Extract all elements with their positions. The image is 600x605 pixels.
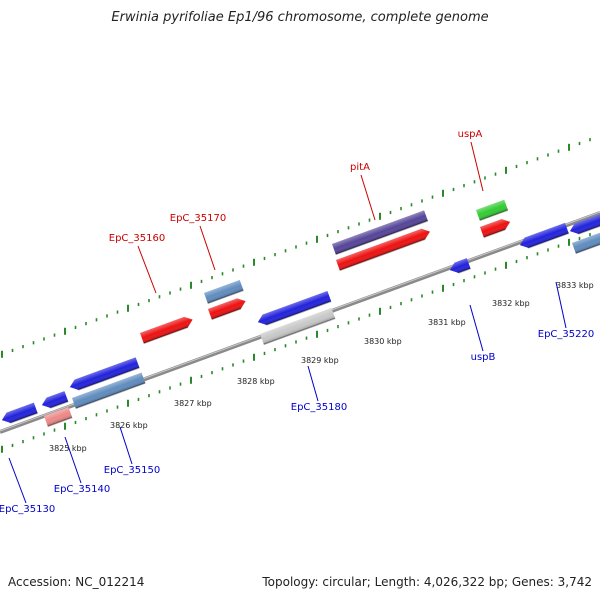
feature-3825-rev-b-edge <box>50 400 69 409</box>
feature-3828-fwd-red-shading <box>208 298 246 320</box>
feature-3831-rev-blue <box>449 258 471 274</box>
feature-3830-fwd-red <box>336 228 430 272</box>
feature-3829-rev-gray-shading <box>260 307 336 345</box>
feature-3825-rev-pink-shading <box>44 407 73 427</box>
gene-label: EpC_35140 <box>54 484 110 495</box>
label-leader-lines <box>8 141 567 504</box>
genome-summary-text: Topology: circular; Length: 4,026,322 bp… <box>262 575 592 589</box>
leader-line <box>470 141 484 192</box>
feature-3825-rev-a-edge <box>10 412 38 424</box>
feature-3826-rev-steel-edge <box>75 382 146 410</box>
gene-label: uspA <box>458 129 483 140</box>
feature-3825-rev-pink <box>44 407 73 428</box>
leader-line <box>119 426 133 465</box>
tick-marks <box>1 138 591 453</box>
feature-3832-fwd-green-edge <box>479 209 509 222</box>
feature-3832-fwd-red <box>480 219 511 239</box>
feature-3828-fwd-red <box>208 298 246 321</box>
scale-label: 3826 kbp <box>110 421 148 430</box>
feature-3831-rev-blue-edge <box>458 267 471 274</box>
scale-label: 3828 kbp <box>237 377 275 386</box>
feature-3832-fwd-green-shading <box>476 199 508 221</box>
gene-label: EpC_35150 <box>104 465 160 476</box>
feature-3827-fwd-red-shading <box>140 316 193 344</box>
gene-features <box>1 199 600 428</box>
feature-3832-fwd-red-edge <box>483 228 506 239</box>
feature-3830-fwd-red-shading <box>336 228 430 271</box>
leader-line <box>360 174 376 221</box>
feature-3826-rev-blue <box>69 357 140 391</box>
feature-3828-fwd-steel-edge <box>207 289 244 305</box>
scale-label: 3825 kbp <box>49 444 87 453</box>
leader-line <box>307 365 319 402</box>
feature-3833-rev-blue-b-shading <box>569 212 600 234</box>
gene-label: pitA <box>350 162 370 173</box>
feature-3830-fwd-purple-edge <box>335 220 429 256</box>
feature-3825-rev-b <box>41 391 69 409</box>
feature-3833-rev-blue-a-edge <box>528 232 569 249</box>
feature-3828-fwd-steel <box>204 279 244 305</box>
feature-3833-rev-steel-shading <box>572 230 600 254</box>
feature-3826-rev-steel-shading <box>72 372 146 409</box>
leader-line <box>199 225 216 271</box>
feature-3833-rev-blue-a <box>519 222 569 249</box>
feature-3829-rev-gray-edge <box>263 317 336 346</box>
leader-line <box>469 304 484 352</box>
scale-label: 3832 kbp <box>492 299 530 308</box>
feature-3827-fwd-red <box>140 316 193 345</box>
feature-3831-rev-blue-shading <box>449 258 471 273</box>
feature-3829-rev-blue-edge <box>266 300 332 326</box>
feature-3829-rev-gray <box>260 307 336 346</box>
feature-3827-fwd-red-edge <box>143 326 189 345</box>
leader-line <box>137 245 157 294</box>
leader-line <box>8 457 27 504</box>
scale-label: 3831 kbp <box>428 318 466 327</box>
scale-label: 3833 kbp <box>556 281 594 290</box>
feature-3826-rev-blue-shading <box>69 357 140 390</box>
map-title: Erwinia pyrifoliae Ep1/96 chromosome, co… <box>111 10 489 25</box>
gene-label: EpC_35160 <box>109 233 165 244</box>
feature-3830-fwd-purple <box>332 210 429 256</box>
feature-3828-fwd-steel-shading <box>204 279 244 304</box>
feature-3832-fwd-green <box>476 199 509 222</box>
feature-3830-fwd-red-edge <box>339 238 426 272</box>
feature-3833-rev-blue-b-edge <box>578 221 600 235</box>
feature-3826-rev-steel <box>72 372 146 410</box>
gene-label: EpC_35170 <box>170 213 226 224</box>
leader-line <box>555 281 567 329</box>
gene-labels: EpC_35170 EpC_35160 pitA uspA EpC_35220 uspB E… <box>0 129 594 515</box>
gene-label: EpC_35220 <box>538 329 594 340</box>
feature-3826-rev-blue-edge <box>78 366 140 391</box>
scale-label: 3829 kbp <box>301 356 339 365</box>
gene-label: EpC_35180 <box>291 402 347 413</box>
feature-3825-rev-pink-edge <box>47 416 73 428</box>
scale-labels: 3825 kbp 3826 kbp 3827 kbp 3828 kbp 3829 kbp… <box>49 281 594 453</box>
feature-3832-fwd-red-shading <box>480 219 511 238</box>
scale-label: 3830 kbp <box>364 337 402 346</box>
feature-3833-rev-blue-b <box>569 212 600 235</box>
feature-3828-fwd-red-edge <box>211 308 242 321</box>
feature-3833-rev-steel-edge <box>575 240 600 255</box>
feature-3830-fwd-purple-shading <box>332 210 428 255</box>
leader-line <box>64 436 82 484</box>
feature-3825-rev-a <box>1 402 38 424</box>
accession-text: Accession: NC_012214 <box>8 575 145 589</box>
feature-3825-rev-b-shading <box>41 391 69 408</box>
feature-3829-rev-blue <box>257 290 332 326</box>
feature-3829-rev-blue-shading <box>257 290 332 325</box>
feature-3825-rev-a-shading <box>1 402 38 423</box>
feature-3833-rev-steel <box>572 230 600 255</box>
scale-label: 3827 kbp <box>174 399 212 408</box>
gene-label: uspB <box>471 352 496 363</box>
gene-label: EpC_35130 <box>0 504 55 515</box>
feature-3833-rev-blue-a-shading <box>519 222 569 248</box>
